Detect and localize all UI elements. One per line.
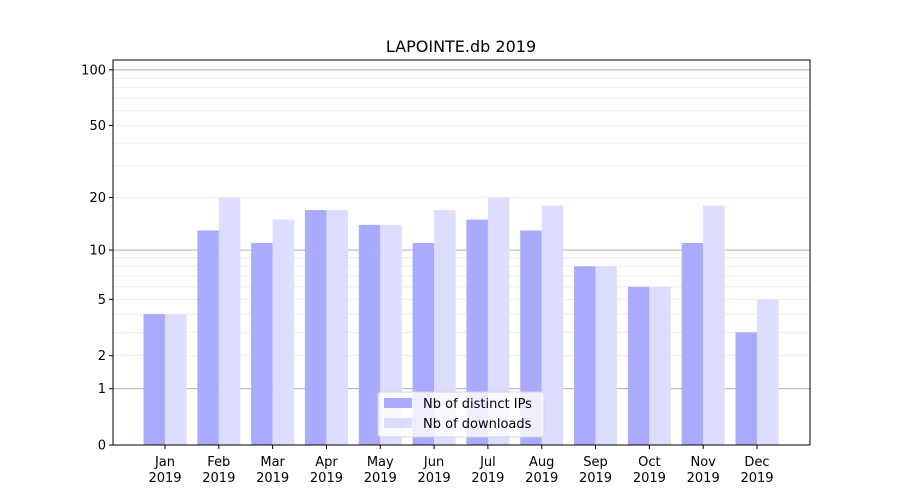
plot-frame xyxy=(112,59,811,446)
bar-downloads xyxy=(757,299,779,445)
y-tick-label: 10 xyxy=(89,244,106,259)
y-tick-label: 100 xyxy=(81,63,106,78)
x-tick-label: May xyxy=(367,455,394,470)
x-tick-label: 2019 xyxy=(687,471,720,486)
x-tick-label: 2019 xyxy=(148,471,181,486)
bar-distinct-ips xyxy=(251,243,273,445)
legend-label: Nb of downloads xyxy=(423,417,532,432)
y-tick-label: 1 xyxy=(98,382,106,397)
bar-distinct-ips xyxy=(197,230,219,445)
x-tick-label: 2019 xyxy=(202,471,235,486)
x-tick-label: Mar xyxy=(260,455,285,470)
x-tick-label: 2019 xyxy=(633,471,666,486)
bar-downloads xyxy=(326,210,348,445)
bar-distinct-ips xyxy=(466,219,488,445)
bar-distinct-ips xyxy=(143,314,165,445)
bar-downloads xyxy=(165,314,187,445)
x-tick-label: 2019 xyxy=(418,471,451,486)
x-tick-label: Nov xyxy=(690,455,716,470)
bar-distinct-ips xyxy=(735,332,757,445)
legend: Nb of distinct IPs Nb of downloads xyxy=(377,391,545,438)
bar-distinct-ips xyxy=(358,224,381,445)
bar-downloads xyxy=(541,205,564,445)
bar-downloads xyxy=(487,197,510,445)
legend-label: Nb of distinct IPs xyxy=(423,397,532,412)
bar-downloads xyxy=(595,266,618,445)
x-tick-label: Dec xyxy=(744,455,769,470)
x-tick-label: 2019 xyxy=(525,471,558,486)
bar-downloads xyxy=(649,286,671,445)
x-tick-label: Apr xyxy=(315,455,338,470)
chart-title: LAPOINTE.db 2019 xyxy=(386,37,536,56)
bar-distinct-ips xyxy=(627,286,650,445)
x-tick-label: Oct xyxy=(638,455,660,470)
bar-downloads xyxy=(272,219,295,445)
bar-distinct-ips xyxy=(304,210,327,445)
x-tick-label: Aug xyxy=(529,455,554,470)
bar-downloads xyxy=(218,197,241,445)
x-tick-label: 2019 xyxy=(740,471,773,486)
legend-swatch xyxy=(384,398,412,408)
y-tick-label: 0 xyxy=(98,439,106,454)
y-tick-label: 5 xyxy=(98,293,106,308)
y-tick-label: 20 xyxy=(89,191,106,206)
x-tick-label: 2019 xyxy=(364,471,397,486)
bar-downloads xyxy=(434,210,456,445)
x-tick-label: Jan xyxy=(154,455,175,470)
x-tick-label: 2019 xyxy=(579,471,612,486)
bar-downloads xyxy=(703,205,725,445)
x-tick-label: Sep xyxy=(583,455,608,470)
x-tick-label: 2019 xyxy=(310,471,343,486)
bar-downloads xyxy=(380,224,402,445)
y-tick-label: 50 xyxy=(89,119,106,134)
y-tick-label: 2 xyxy=(98,349,106,364)
x-tick-label: 2019 xyxy=(256,471,289,486)
x-tick-label: Feb xyxy=(207,455,230,470)
bar-distinct-ips xyxy=(574,266,596,445)
legend-box xyxy=(377,391,545,438)
legend-swatch xyxy=(384,418,412,428)
x-tick-label: 2019 xyxy=(471,471,504,486)
x-tick-label: Jul xyxy=(479,455,496,470)
bar-distinct-ips xyxy=(681,243,704,445)
x-tick-label: Jun xyxy=(423,455,444,470)
bar-distinct-ips xyxy=(520,230,542,445)
